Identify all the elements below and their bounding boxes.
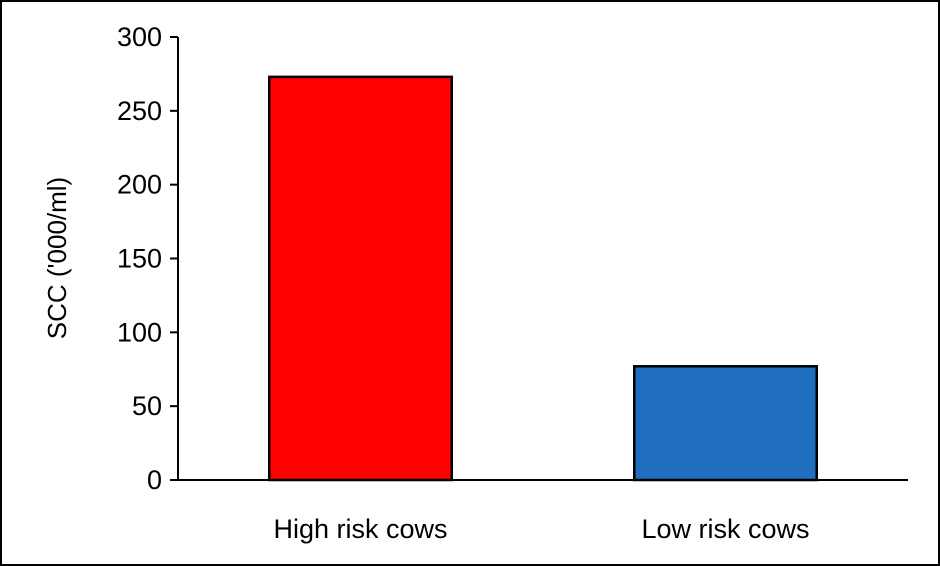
y-tick-label: 250 (117, 96, 162, 126)
bars-layer (268, 75, 818, 482)
y-tick-label: 150 (117, 244, 162, 274)
x-tick-label: Low risk cows (641, 514, 809, 544)
bar-low-risk-cows (633, 365, 818, 482)
y-tick-label: 200 (117, 170, 162, 200)
y-axis-title: SCC ('000/ml) (42, 177, 72, 339)
y-ticks-layer: 0 50 100 150 200 250 300 (117, 22, 178, 495)
x-labels-layer: High risk cows Low risk cows (273, 514, 809, 544)
y-tick-label: 100 (117, 317, 162, 347)
y-tick-label: 0 (147, 465, 162, 495)
y-tick-label: 50 (132, 391, 162, 421)
bar-high-risk-cows (268, 75, 453, 482)
y-tick-label: 300 (117, 22, 162, 52)
x-tick-label: High risk cows (273, 514, 447, 544)
